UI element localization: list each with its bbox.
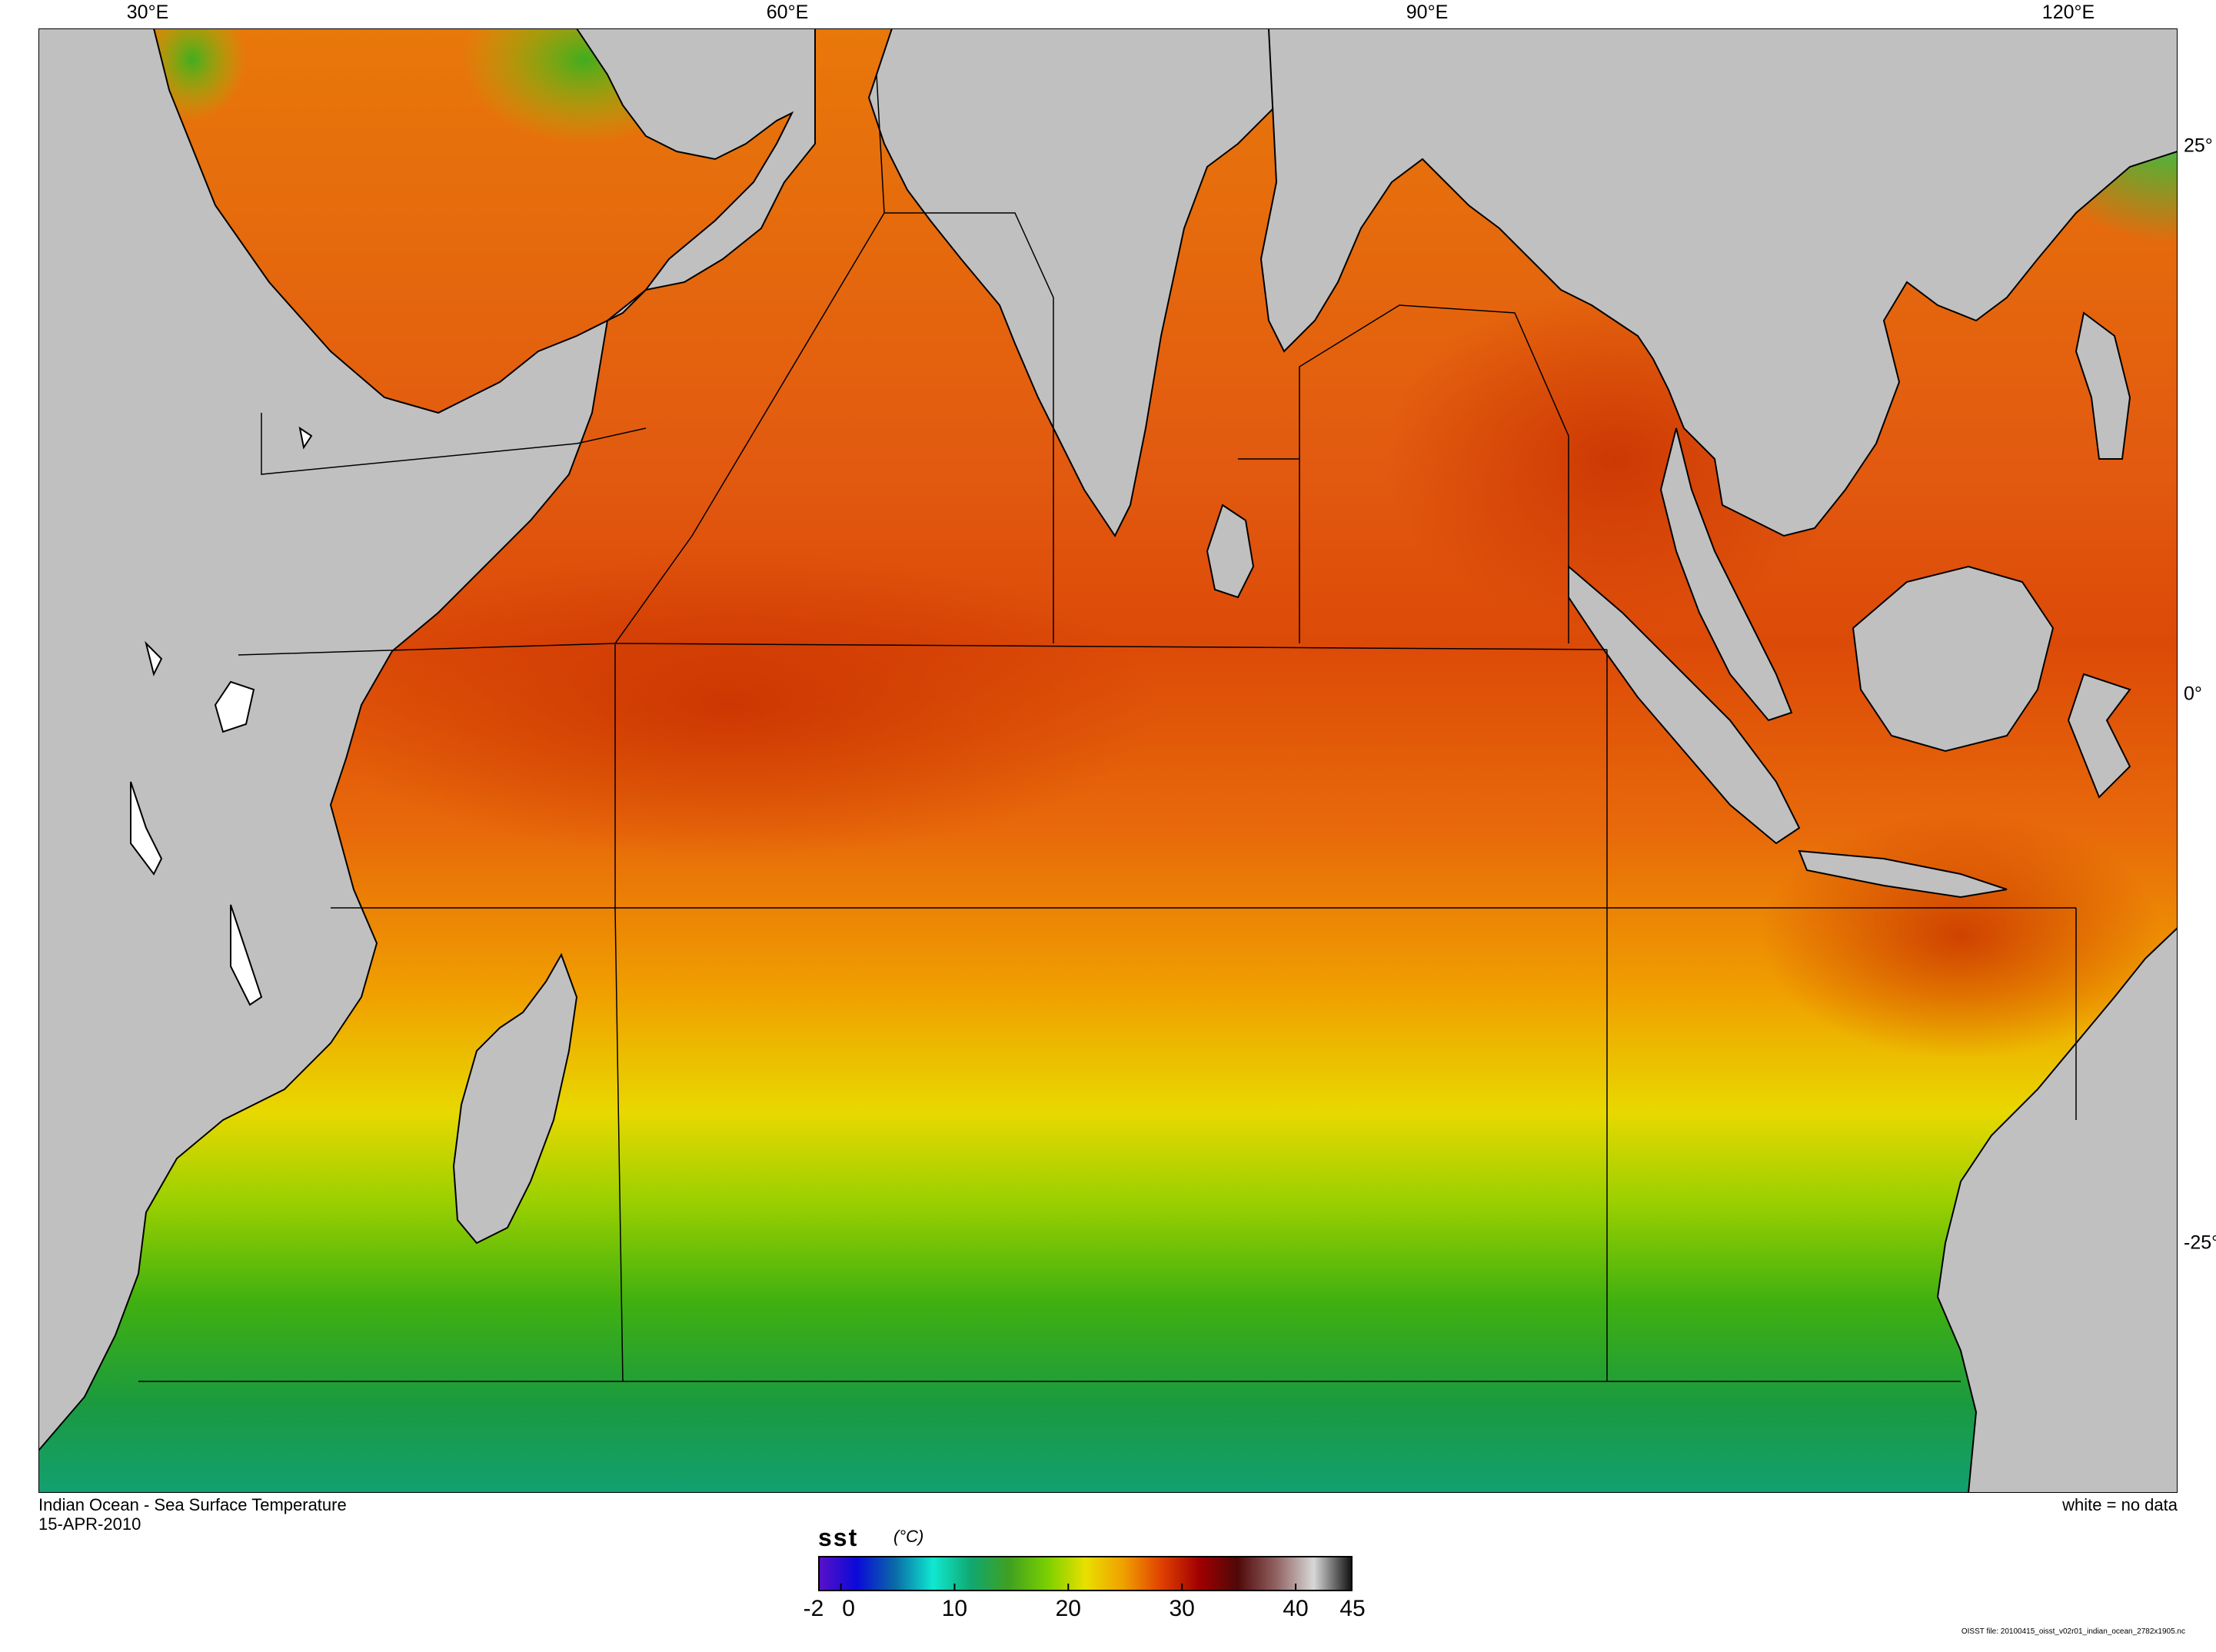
java-land	[1798, 849, 2008, 899]
lon-label-120e: 120°E	[2041, 2, 2095, 23]
madagascar-land	[452, 952, 578, 1245]
colorbar-ticks	[818, 1584, 1353, 1591]
colorbar-tick-label: 0	[842, 1596, 855, 1621]
colorbar-tick-label: 20	[1055, 1596, 1081, 1621]
colorbar-tick-label: 45	[1339, 1596, 1366, 1621]
no-data-note: white = no data	[2062, 1495, 2178, 1514]
india-land	[867, 28, 1278, 537]
sulawesi-land	[2067, 673, 2131, 799]
philippines-land	[2075, 311, 2131, 460]
se-asia-land	[1259, 28, 2178, 537]
colorbar-unit: (°C)	[893, 1527, 924, 1546]
sri-lanka-land	[1206, 504, 1255, 599]
colorbar-bar	[818, 1556, 1353, 1591]
colorbar-tick-label: 30	[1169, 1596, 1195, 1621]
sst-map	[38, 28, 2178, 1493]
colorbar-tick-label: 40	[1283, 1596, 1309, 1621]
colorbar-tick-label: 10	[941, 1596, 968, 1621]
lon-label-90e: 90°E	[1406, 2, 1449, 23]
no-data-islands	[130, 426, 313, 1006]
australia-land	[1936, 926, 2178, 1493]
colorbar-tick-label: -2	[803, 1596, 824, 1621]
warm-pool	[300, 551, 1161, 859]
lat-label-25n: 25°	[2184, 135, 2213, 157]
sumatra-land	[1568, 564, 1801, 845]
footer-file-note: OISST file: 20100415_oisst_v02r01_indian…	[1961, 1627, 2185, 1636]
borneo-land	[1852, 565, 2055, 753]
lat-label-25s: -25°	[2184, 1232, 2216, 1254]
region-boundaries	[138, 74, 2077, 1382]
map-title: Indian Ocean - Sea Surface Temperature	[38, 1495, 347, 1514]
map-date: 15-APR-2010	[38, 1514, 141, 1534]
lon-label-30e: 30°E	[126, 2, 169, 23]
africa-arabia-land	[38, 28, 816, 1452]
lat-label-0: 0°	[2184, 683, 2202, 705]
colorbar-variable: sst	[818, 1524, 859, 1551]
malay-peninsula-land	[1659, 427, 1793, 722]
land-masses	[38, 28, 2178, 1493]
colorbar	[818, 1556, 1353, 1591]
lon-label-60e: 60°E	[766, 2, 809, 23]
